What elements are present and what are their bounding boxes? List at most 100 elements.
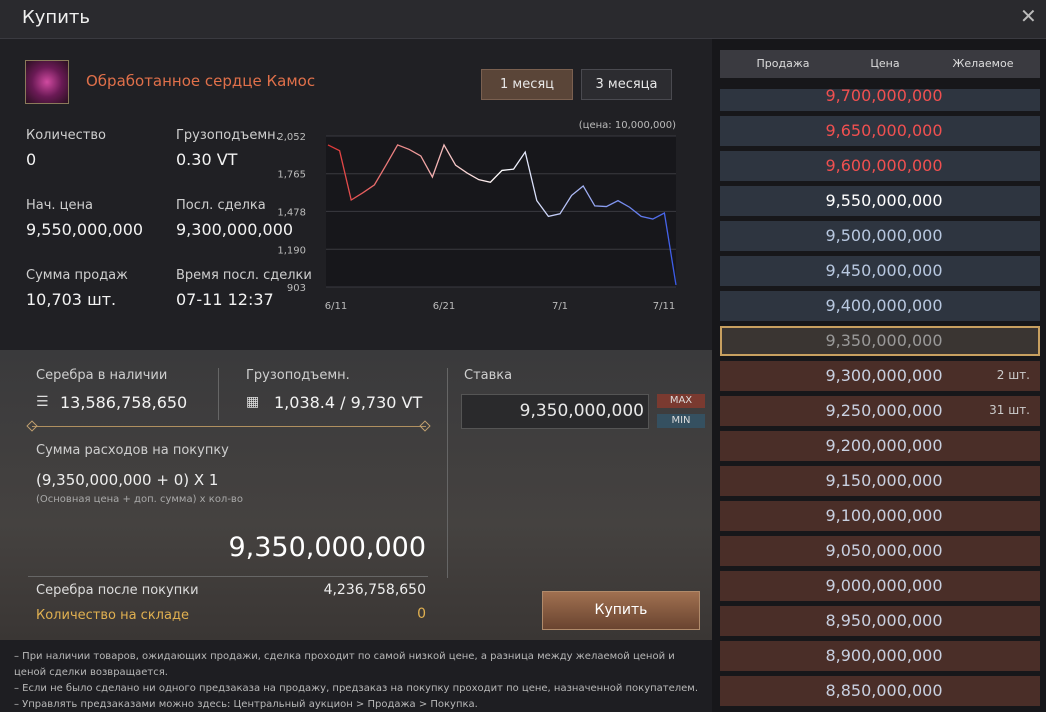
order-row[interactable] [720,396,1040,426]
order-row[interactable] [720,291,1040,321]
stock-label: Количество на складе [36,608,189,623]
divider [218,368,219,420]
note: – При наличии товаров, ожидающих продажи… [14,651,675,678]
y-tick-label: 2,052 [277,132,306,143]
stat-value: 07-11 12:37 [176,290,274,309]
order-price: 9,450,000,000 [825,261,943,280]
order-row[interactable] [720,186,1040,216]
order-row[interactable] [720,256,1040,286]
min-button[interactable]: MIN [657,414,705,428]
item-icon [25,60,69,104]
y-tick-label: 903 [287,283,306,294]
order-count: 2 шт. [996,368,1030,382]
x-tick-label: 6/21 [433,301,455,312]
order-price: 8,900,000,000 [825,646,943,665]
stat-label: Время посл. сделки [176,268,312,283]
order-row[interactable] [720,89,1040,111]
order-price: 9,500,000,000 [825,226,943,245]
order-price: 8,950,000,000 [825,611,943,630]
order-price: 9,550,000,000 [825,191,943,210]
after-label: Серебра после покупки [36,583,199,598]
divider [28,576,428,577]
order-price: 9,050,000,000 [825,541,943,560]
silver-label: Серебра в наличии [36,368,168,383]
order-price: 9,700,000,000 [825,86,943,105]
order-price: 9,350,000,000 [825,331,943,350]
formula: (9,350,000,000 + 0) X 1 [36,471,219,489]
order-row[interactable] [720,676,1040,706]
order-row[interactable] [720,571,1040,601]
x-tick-label: 6/11 [325,301,347,312]
price-line [327,143,677,286]
tab-3-months[interactable]: 3 месяца [581,69,672,100]
note: – Если не было сделано ни одного предзак… [14,683,699,694]
order-price: 9,650,000,000 [825,121,943,140]
x-tick-label: 7/1 [552,301,568,312]
order-header-label: Продажа [756,57,810,70]
order-price: 9,000,000,000 [825,576,943,595]
item-name: Обработанное сердце Камос [86,72,316,90]
order-row[interactable] [720,606,1040,636]
order-price: 9,250,000,000 [825,401,943,420]
x-tick-label: 7/11 [653,301,675,312]
stat-label: Нач. цена [26,198,93,213]
stat-value: 9,300,000,000 [176,220,294,239]
order-price: 8,850,000,000 [825,681,943,700]
order-header-label: Цена [870,57,900,70]
order-price: 9,600,000,000 [825,156,943,175]
notes: – При наличии товаров, ожидающих продажи… [14,649,704,712]
order-header [720,50,1040,78]
order-row[interactable] [720,501,1040,531]
window-title: Купить [22,7,90,28]
order-price: 9,400,000,000 [825,296,943,315]
order-row[interactable] [720,466,1040,496]
order-row[interactable] [720,151,1040,181]
order-price: 9,300,000,000 [825,366,943,385]
max-button[interactable]: MAX [657,394,705,408]
weight-label: Грузоподъемн. [246,368,350,383]
order-row[interactable] [720,641,1040,671]
order-price: 9,150,000,000 [825,471,943,490]
bid-input[interactable]: 9,350,000,000 [461,394,649,429]
bid-label: Ставка [464,368,513,383]
title-bar [0,0,1046,39]
tab-1-month[interactable]: 1 месяц [481,69,573,100]
chart-annotation: (цена: 10,000,000) [579,120,676,131]
formula-note: (Основная цена + доп. сумма) x кол-во [36,494,243,505]
order-row[interactable] [720,116,1040,146]
stat-label: Посл. сделка [176,198,266,213]
order-row[interactable] [720,361,1040,391]
weight-icon: ▦ [246,394,260,410]
gold-line [32,426,426,427]
order-count: 31 шт. [989,403,1030,417]
stat-value: 0.30 VT [176,150,238,169]
order-row[interactable] [720,221,1040,251]
buy-button[interactable]: Купить [542,591,700,630]
stat-value: 0 [26,150,37,169]
stat-label: Сумма продаж [26,268,128,283]
silver-icon: ☰ [36,394,49,410]
order-price: 9,200,000,000 [825,436,943,455]
y-tick-label: 1,190 [277,245,306,256]
cost-label: Сумма расходов на покупку [36,443,229,458]
stat-value: 9,550,000,000 [26,220,144,239]
stat-value: 10,703 шт. [26,290,117,309]
order-row[interactable] [720,536,1040,566]
silver-value: 13,586,758,650 [60,393,188,412]
weight-value: 1,038.4 / 9,730 VT [274,393,423,412]
y-tick-label: 1,478 [277,207,306,218]
note: – Управлять предзаказами можно здесь: Це… [14,699,478,710]
after-value: 4,236,758,650 [323,582,426,598]
order-row[interactable] [720,326,1040,356]
notes-panel [0,640,712,712]
divider [447,368,448,578]
close-button[interactable]: ✕ [1020,4,1037,28]
order-header-label: Желаемое [952,57,1014,70]
order-price: 9,100,000,000 [825,506,943,525]
price-chart: (цена: 10,000,000) 903 1,190 1,478 1,765 2,0… [277,120,677,312]
y-tick-label: 1,765 [277,170,306,181]
order-row[interactable] [720,431,1040,461]
total: 9,350,000,000 [228,532,426,563]
stock-value: 0 [417,606,426,622]
